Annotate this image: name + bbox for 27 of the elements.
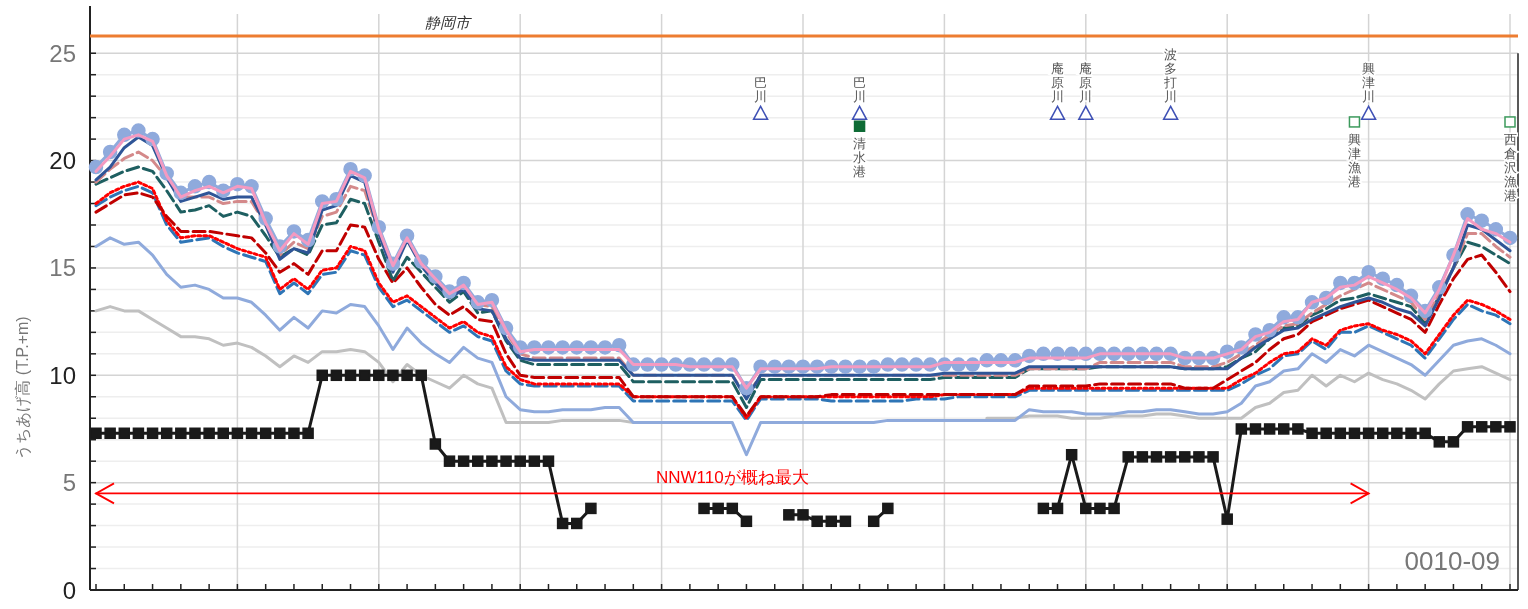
series-label: NNW110が概ね最大 [655, 468, 809, 488]
data-label: 興津川 [1362, 61, 1376, 105]
y-tick-label: 0 [62, 576, 76, 604]
y-tick-label: 10 [49, 361, 76, 389]
data-label: 興津漁港 [1347, 131, 1361, 189]
data-label: 清水港 [853, 136, 867, 180]
annotation: 0010-09 [1404, 546, 1500, 576]
point [1348, 116, 1361, 128]
point [1078, 105, 1094, 121]
data-label: 波多打川 [1163, 47, 1178, 105]
y-tick-label: 5 [62, 469, 76, 497]
y-tick-label: 20 [49, 147, 76, 175]
y-tick-label: 25 [49, 39, 76, 67]
y-axis-title: うちあげ高 (T.P.+m) [14, 316, 32, 460]
data-label: 庵原川 [1051, 61, 1065, 105]
data-label: 西倉沢漁港 [1503, 131, 1517, 203]
ref-line-label: 静岡市 [424, 14, 472, 32]
data-label: 巴川 [853, 75, 867, 105]
point [1049, 105, 1066, 121]
point [1360, 105, 1377, 121]
point [1162, 105, 1179, 121]
data-label: 庵原川 [1079, 61, 1093, 105]
point [851, 105, 868, 121]
point [752, 105, 769, 121]
point [1504, 116, 1516, 128]
data-label: 巴川 [754, 75, 768, 105]
y-tick-label: 15 [49, 254, 76, 282]
